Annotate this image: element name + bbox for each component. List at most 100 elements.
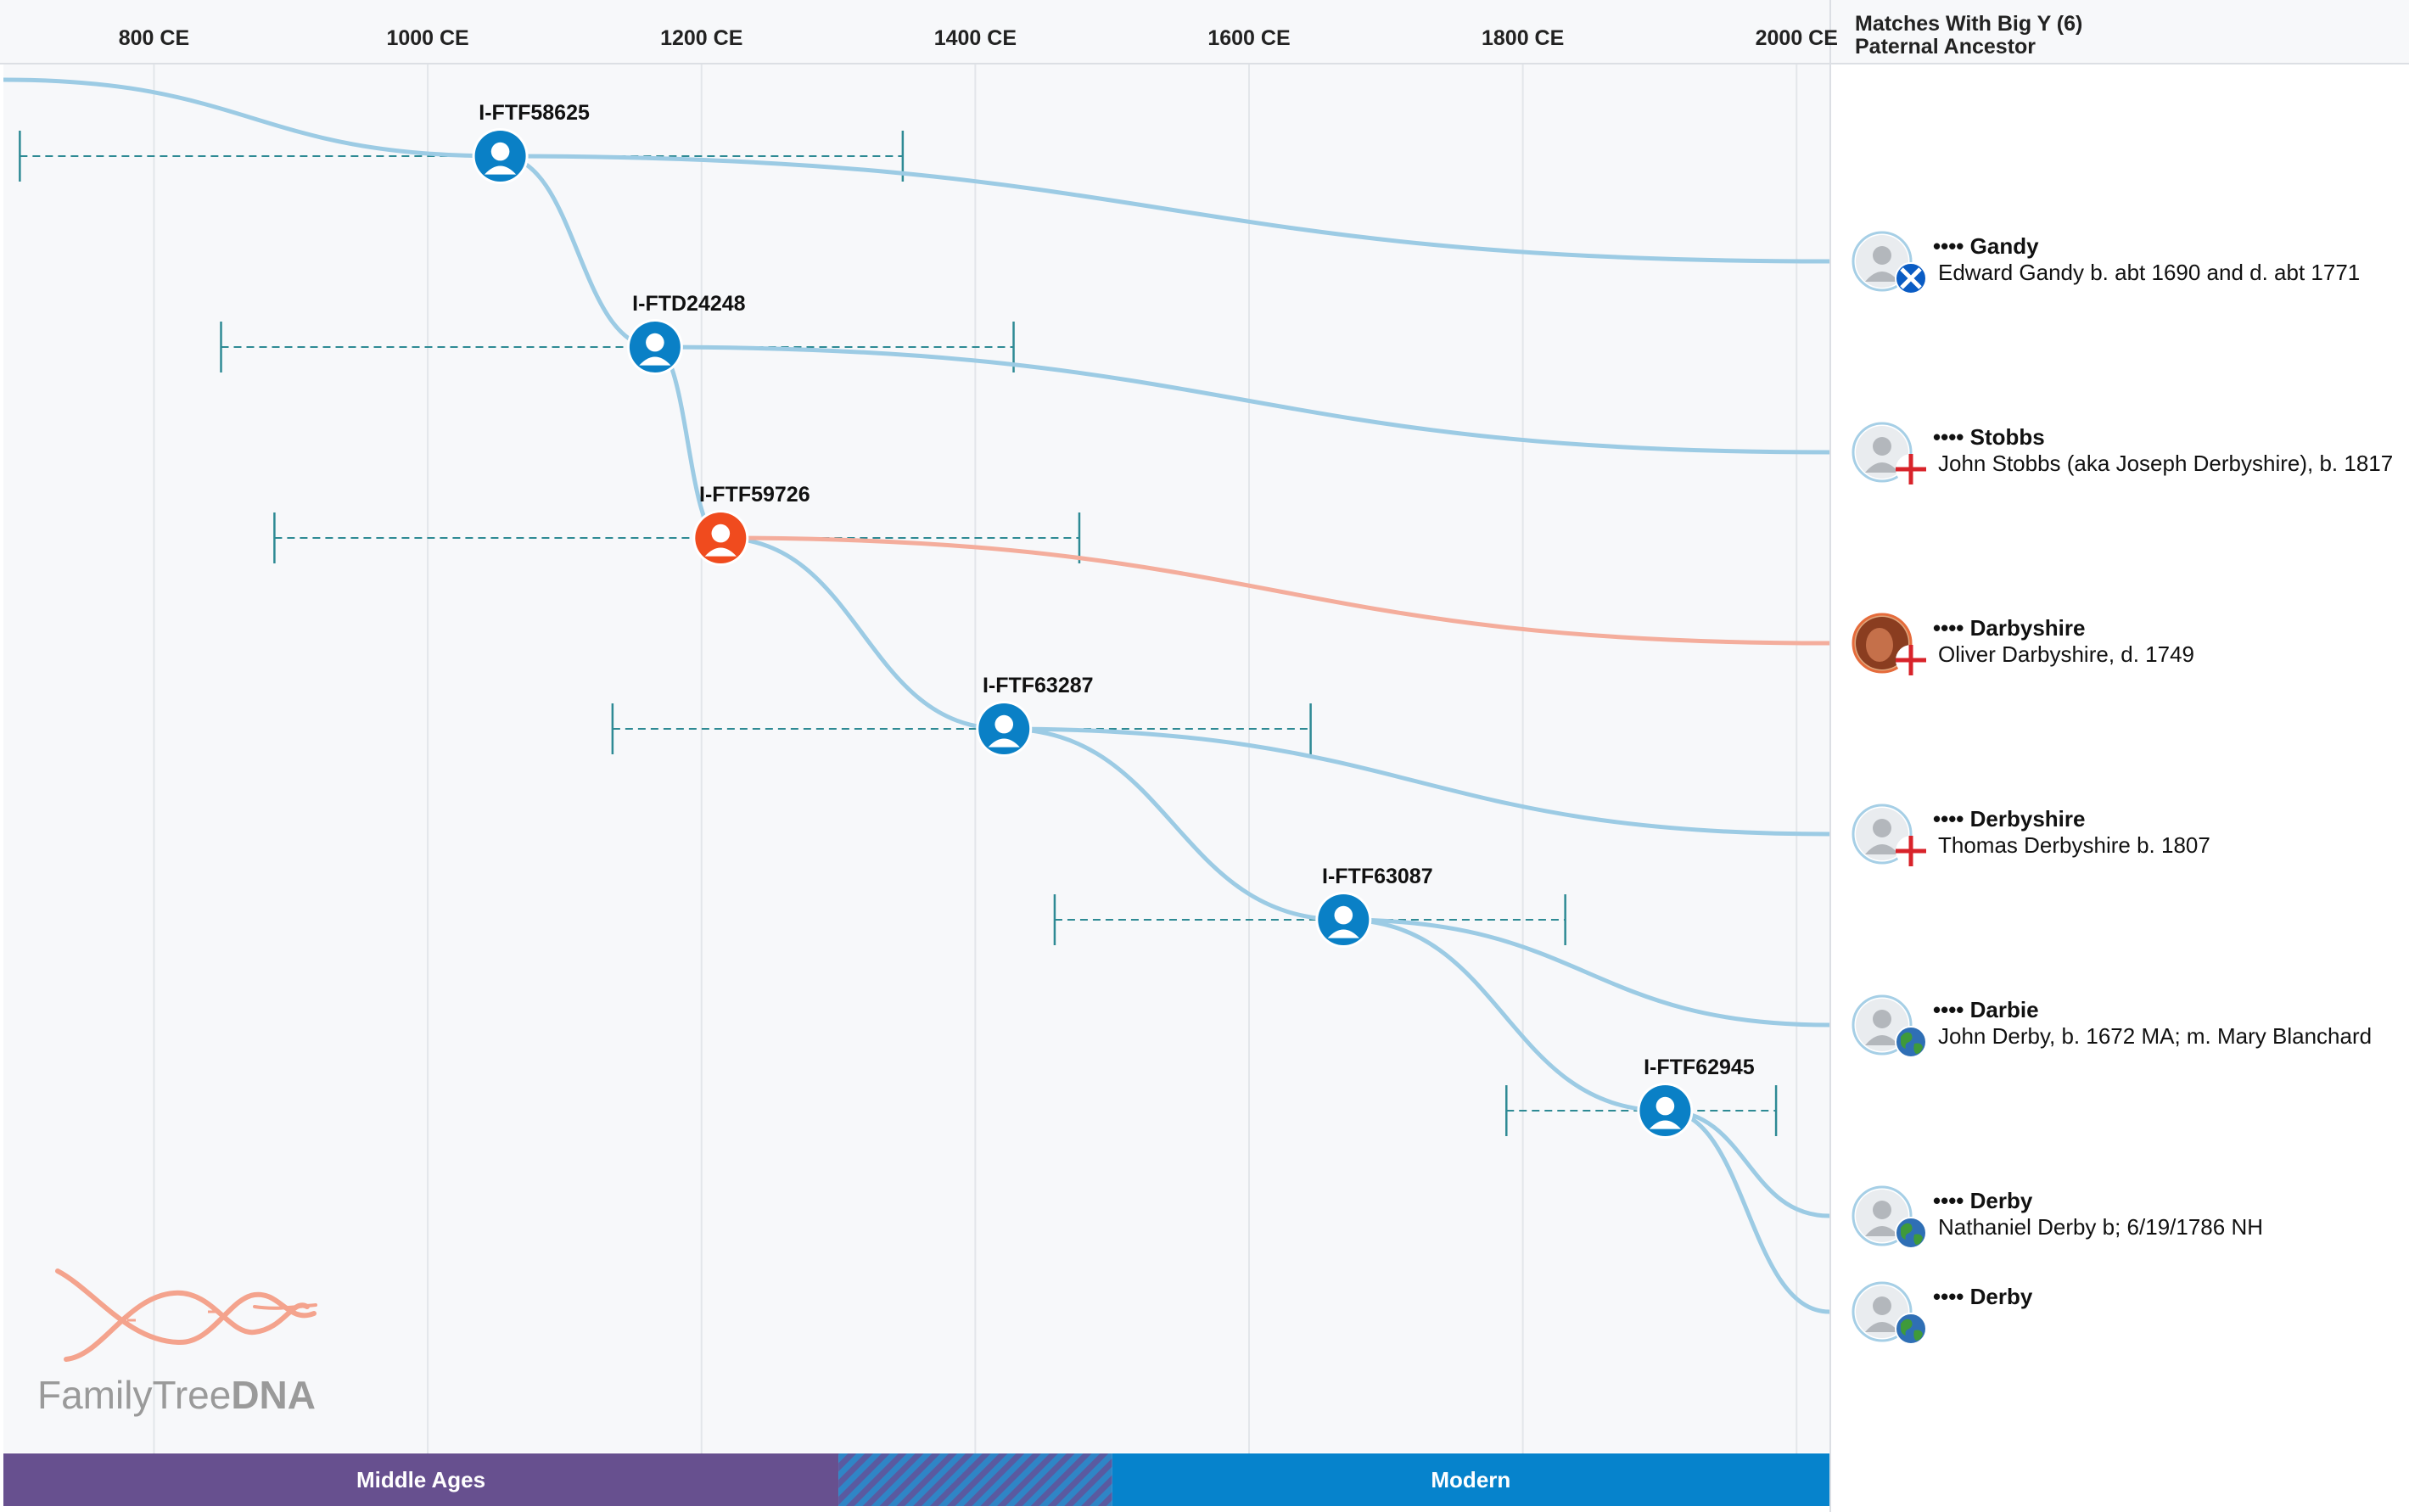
surname: Darbie (1970, 997, 2039, 1022)
person-body (988, 738, 1020, 748)
root-branch-line (3, 77, 501, 159)
masked-name: •••• (1933, 997, 1970, 1022)
match-name: •••• Derbyshire (1933, 806, 2085, 832)
person-head (490, 142, 510, 161)
avatar-body (1865, 1226, 1899, 1236)
logo-wordmark: FamilyTreeDNA (37, 1373, 316, 1417)
person-icon (1318, 894, 1370, 945)
match-entry-derby[interactable]: •••• Derby (1852, 1281, 2033, 1345)
person-body (1327, 929, 1359, 938)
match-ancestor-detail: John Stobbs (aka Joseph Derbyshire), b. … (1938, 451, 2393, 476)
england-flag-icon (1896, 645, 1926, 675)
plot-background (3, 64, 1829, 1453)
node-i-ftd24248[interactable]: I-FTD24248 (626, 292, 746, 375)
avatar-body (1865, 272, 1899, 282)
surname: Gandy (1970, 233, 2039, 259)
branch-line-i-ftf62945 (1343, 917, 1666, 1113)
x-axis: 800 CE 1000 CE 1200 CE 1400 CE 1600 CE 1800 C… (119, 26, 1838, 50)
tick-label-1000: 1000 CE (386, 26, 468, 50)
person-body (639, 356, 671, 366)
node-label: I-FTF62945 (1644, 1056, 1755, 1079)
person-icon (978, 703, 1030, 754)
tick-label-2000: 2000 CE (1756, 26, 1838, 50)
match-ancestor-detail: Oliver Darbyshire, d. 1749 (1938, 641, 2194, 667)
familytreedna-logo: FamilyTreeDNA (37, 1268, 317, 1417)
dna-helix-icon (55, 1268, 317, 1362)
avatar-photo-face (1866, 628, 1893, 662)
globe-ocean (1895, 1026, 1927, 1058)
tick-label-1200: 1200 CE (660, 26, 742, 50)
node-label: I-FTF58625 (479, 101, 590, 125)
masked-name: •••• (1933, 233, 1970, 259)
node-label: I-FTF63087 (1322, 865, 1433, 888)
globe-flag-icon (1895, 1026, 1927, 1058)
cross-horizontal (1896, 848, 1926, 854)
globe-flag-icon (1895, 1217, 1927, 1249)
tick-label-1400: 1400 CE (934, 26, 1017, 50)
avatar-head (1873, 437, 1891, 456)
axis-header-background (0, 0, 2409, 63)
avatar-head (1873, 819, 1891, 837)
node-i-ftf58625[interactable]: I-FTF58625 (472, 101, 590, 184)
matches-header-title: Matches With Big Y (6) (1855, 12, 2082, 36)
person-icon (695, 512, 747, 563)
avatar-head (1873, 1296, 1891, 1315)
avatar-body (1865, 844, 1899, 854)
person-icon (1639, 1085, 1691, 1136)
person-icon (474, 131, 526, 182)
haplogroup-nodes: I-FTF58625 I-FTD24248 I-FTF59726 I-FTF63287… (472, 101, 1755, 1139)
match-line-4 (1343, 917, 1830, 1028)
globe-ocean (1895, 1217, 1927, 1249)
saltire-b (1900, 267, 1922, 289)
globe-land-b (1913, 1234, 1923, 1245)
node-label: I-FTD24248 (632, 292, 745, 316)
cross-horizontal (1896, 658, 1926, 663)
branch-line-i-ftf63087 (1004, 726, 1344, 922)
node-label: I-FTF59726 (699, 483, 810, 507)
match-line-3 (1004, 726, 1830, 837)
node-label: I-FTF63287 (983, 674, 1094, 697)
surname: Stobbs (1970, 424, 2045, 450)
node-i-ftf62945[interactable]: I-FTF62945 (1637, 1056, 1755, 1139)
person-body (484, 165, 517, 175)
matches-header-subtitle: Paternal Ancestor (1855, 35, 2036, 59)
node-i-ftf63087[interactable]: I-FTF63087 (1315, 865, 1433, 948)
surname: Derbyshire (1970, 806, 2086, 832)
match-name: •••• Derby (1933, 1284, 2033, 1309)
era-label: Modern (1431, 1467, 1510, 1492)
england-flag-icon (1896, 454, 1926, 484)
surname: Derby (1970, 1188, 2033, 1213)
surname: Derby (1970, 1284, 2033, 1309)
match-line-2 (720, 535, 1830, 646)
avatar-head (1873, 246, 1891, 265)
masked-name: •••• (1933, 424, 1970, 450)
tick-label-800: 800 CE (119, 26, 189, 50)
grid (153, 64, 1798, 1453)
person-head (1655, 1096, 1675, 1116)
person-body (704, 547, 737, 557)
person-head (646, 333, 664, 352)
person-head (994, 714, 1014, 734)
globe-ocean (1895, 1313, 1927, 1345)
globe-land-a (1901, 1032, 1913, 1049)
avatar-head (1873, 1201, 1891, 1219)
node-i-ftf59726[interactable]: I-FTF59726 (692, 483, 810, 566)
match-ancestor-detail: Edward Gandy b. abt 1690 and d. abt 1771 (1938, 260, 2360, 285)
match-ancestor-detail: Thomas Derbyshire b. 1807 (1938, 832, 2210, 858)
ci-i-ftf59726 (273, 512, 1081, 563)
tick-label-1600: 1600 CE (1207, 26, 1290, 50)
node-i-ftf63287[interactable]: I-FTF63287 (976, 674, 1094, 757)
era-label: Middle Ages (356, 1467, 485, 1492)
match-name: •••• Derby (1933, 1188, 2033, 1213)
era-band-modern (1112, 1453, 1829, 1506)
surname: Darbyshire (1970, 615, 2086, 641)
